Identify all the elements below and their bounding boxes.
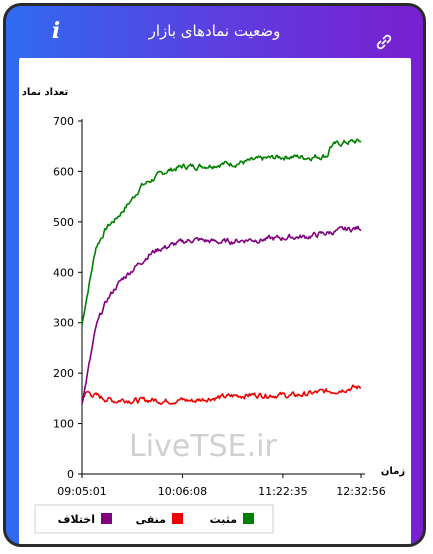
y-tick-label: 100: [53, 418, 74, 431]
x-axis: 09:05:01 10:06:08 11:22:35 12:32:56: [57, 473, 386, 498]
series-layer: [81, 138, 362, 405]
info-icon[interactable]: i: [51, 18, 61, 44]
x-tick-label: 09:05:01: [57, 485, 106, 498]
series-line-2: [81, 384, 362, 405]
chart-card: وضعیت نمادهای بازار i تعداد نماد زمان Li…: [3, 3, 426, 547]
legend-label: اختلاف: [58, 513, 95, 526]
series-line-3: [81, 225, 362, 405]
legend-label: مثبت: [210, 513, 237, 526]
y-tick-label: 200: [53, 367, 74, 380]
link-icon[interactable]: [374, 32, 394, 52]
plot-area: تعداد نماد زمان LiveTSE.ir 0 100 200 300 400…: [19, 58, 411, 544]
legend-box: [34, 504, 274, 534]
x-tick-label: 12:32:56: [336, 485, 385, 498]
y-tick-label: 700: [53, 115, 74, 128]
y-axis: 0 100 200 300 400 500 600 700: [53, 115, 83, 481]
y-tick-label: 400: [53, 266, 74, 279]
legend: مثبت منفی اختلاف: [34, 504, 274, 534]
y-tick-label: 600: [53, 165, 74, 178]
legend-swatch: [172, 513, 183, 524]
x-tick-label: 11:22:35: [258, 485, 307, 498]
card-header: وضعیت نمادهای بازار: [6, 6, 423, 56]
y-tick-label: 0: [67, 468, 74, 481]
watermark: LiveTSE.ir: [129, 429, 277, 464]
legend-swatch: [101, 513, 112, 524]
y-tick-label: 500: [53, 216, 74, 229]
y-tick-label: 300: [53, 317, 74, 330]
line-chart: تعداد نماد زمان LiveTSE.ir 0 100 200 300 400…: [22, 87, 405, 534]
legend-label: منفی: [136, 513, 166, 526]
series-line-1: [81, 138, 362, 326]
legend-swatch: [243, 513, 254, 524]
x-tick-label: 10:06:08: [158, 485, 207, 498]
x-axis-label: زمان: [381, 466, 405, 477]
y-axis-label: تعداد نماد: [22, 87, 69, 98]
card-title: وضعیت نمادهای بازار: [148, 22, 281, 40]
